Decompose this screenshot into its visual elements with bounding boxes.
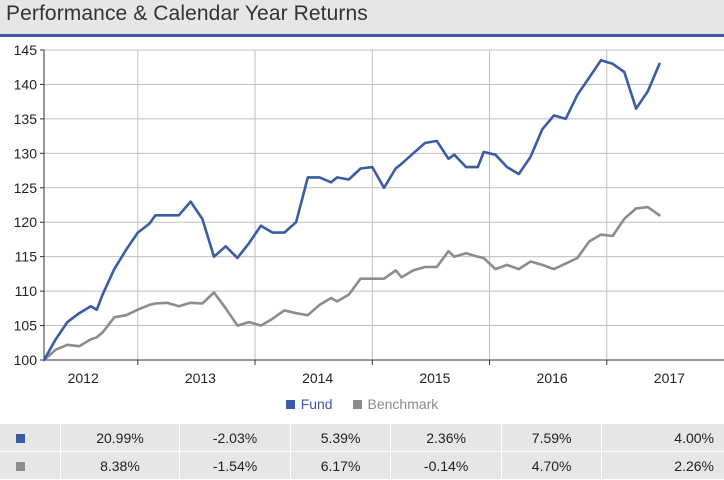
table-cell: 4.70% bbox=[502, 451, 603, 479]
y-tick-label: 105 bbox=[14, 318, 38, 334]
series-line-fund bbox=[42, 58, 661, 362]
fund-square-icon bbox=[16, 433, 25, 443]
table-cell: 2.26% bbox=[602, 451, 724, 479]
table-cell: -2.03% bbox=[179, 423, 292, 451]
chart-legend: Fund Benchmark bbox=[0, 396, 724, 412]
benchmark-square-icon bbox=[16, 461, 25, 471]
benchmark-marker-cell bbox=[0, 451, 61, 479]
chart-axes: 100 105 110 115 120 125 130 135 140 145 2012 2013 20… bbox=[14, 42, 724, 385]
legend-benchmark-label: Benchmark bbox=[367, 396, 439, 412]
fund-marker-cell bbox=[0, 423, 61, 451]
page-title: Performance & Calendar Year Returns bbox=[6, 2, 368, 25]
benchmark-swatch-icon bbox=[352, 400, 362, 409]
x-tick-label: 2014 bbox=[302, 370, 333, 385]
y-tick-label: 145 bbox=[14, 42, 38, 58]
calendar-returns-table: 20.99% -2.03% 5.39% 2.36% 7.59% 4.00% 8.… bbox=[0, 423, 724, 479]
y-tick-label: 125 bbox=[14, 180, 38, 196]
y-tick-label: 130 bbox=[14, 145, 38, 161]
y-tick-label: 120 bbox=[14, 214, 38, 230]
chart-grid bbox=[44, 49, 724, 360]
y-tick-label: 110 bbox=[15, 283, 38, 299]
table-cell: -0.14% bbox=[390, 451, 503, 479]
table-cell: 2.36% bbox=[390, 423, 503, 451]
chart-series bbox=[42, 58, 661, 362]
section-header: Performance & Calendar Year Returns bbox=[0, 0, 724, 37]
y-tick-label: 115 bbox=[15, 249, 38, 265]
table-cell: 5.39% bbox=[291, 423, 391, 451]
legend-item-benchmark[interactable]: Benchmark bbox=[352, 396, 439, 412]
table-row-benchmark: 8.38% -1.54% 6.17% -0.14% 4.70% 2.26% bbox=[0, 451, 724, 479]
table-cell: 8.38% bbox=[61, 451, 180, 479]
x-tick-label: 2013 bbox=[185, 370, 216, 385]
x-tick-label: 2017 bbox=[654, 370, 685, 385]
table-cell: 20.99% bbox=[61, 423, 180, 451]
y-tick-label: 140 bbox=[14, 76, 38, 92]
table-cell: 7.59% bbox=[502, 423, 603, 451]
x-tick-label: 2016 bbox=[537, 370, 568, 385]
legend-fund-label: Fund bbox=[300, 396, 333, 412]
y-tick-label: 135 bbox=[14, 111, 38, 127]
table-cell: 6.17% bbox=[291, 451, 391, 479]
x-tick-label: 2012 bbox=[68, 370, 99, 385]
y-tick-label: 100 bbox=[14, 352, 38, 368]
table-cell: -1.54% bbox=[179, 451, 292, 479]
x-tick-label: 2015 bbox=[419, 370, 450, 385]
performance-chart: 100 105 110 115 120 125 130 135 140 145 2012 2013 20… bbox=[14, 42, 724, 385]
table-row-fund: 20.99% -2.03% 5.39% 2.36% 7.59% 4.00% bbox=[0, 423, 724, 451]
fund-swatch-icon bbox=[285, 400, 295, 409]
series-line-benchmark bbox=[42, 205, 661, 362]
legend-item-fund[interactable]: Fund bbox=[285, 396, 333, 412]
table-cell: 4.00% bbox=[602, 423, 724, 451]
